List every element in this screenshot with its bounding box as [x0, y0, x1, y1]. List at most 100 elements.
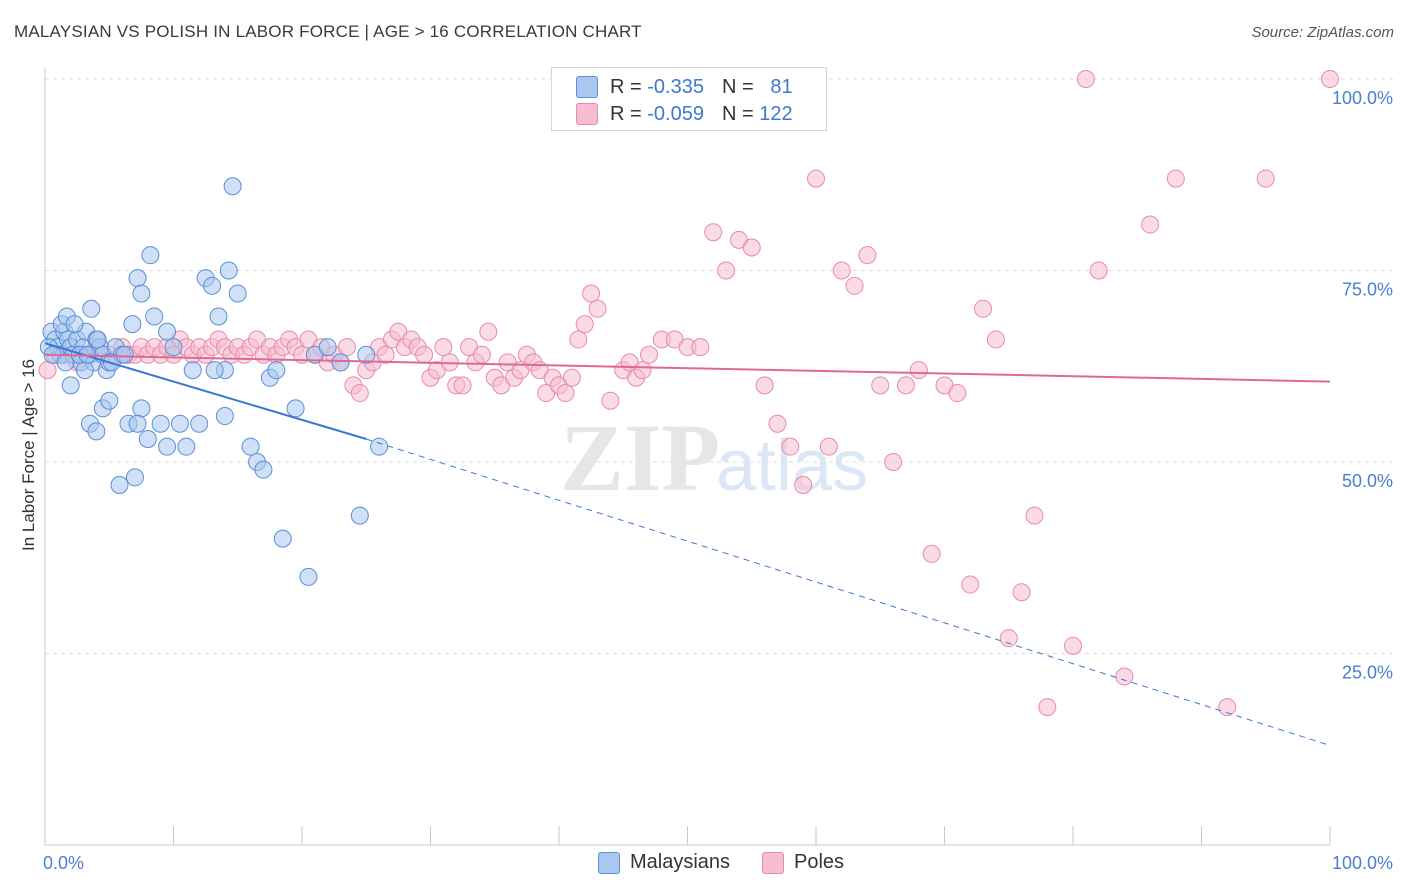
malaysians-point — [183, 361, 202, 380]
poles-point — [601, 391, 620, 410]
poles-point — [948, 384, 967, 403]
x-tick-label-max: 100.0% — [1332, 853, 1393, 873]
poles-point — [1038, 698, 1057, 717]
malaysians-point — [357, 345, 376, 364]
poles-point — [794, 475, 813, 494]
malaysians-point — [299, 567, 318, 586]
axes — [44, 68, 1331, 846]
poles-point — [350, 384, 369, 403]
poles-point — [1321, 70, 1339, 88]
malaysians-point — [223, 177, 242, 196]
poles-point — [575, 315, 594, 334]
malaysians-point — [170, 414, 189, 433]
poles-point — [38, 361, 57, 380]
malaysians-point — [190, 414, 209, 433]
malaysians-point — [132, 284, 151, 303]
poles-point — [999, 629, 1018, 648]
legend-r-value: -0.335 — [647, 75, 704, 98]
poles-point — [922, 544, 941, 563]
poles-point — [974, 299, 993, 318]
grid-lines — [45, 78, 1395, 654]
poles-point — [909, 361, 928, 380]
poles-point — [569, 330, 588, 349]
legend-n-label: N = — [721, 102, 754, 125]
malaysians-point — [88, 330, 107, 349]
poles-point — [1141, 215, 1160, 234]
y-tick-label: 25.0% — [1342, 663, 1393, 683]
malaysians-point — [110, 475, 129, 494]
malaysians-point — [209, 307, 228, 326]
poles-point — [376, 345, 395, 364]
poles-legend-swatch — [762, 851, 784, 874]
poles-point — [1076, 70, 1095, 88]
malaysians-point — [87, 422, 106, 441]
poles-point — [742, 238, 761, 257]
poles-point — [961, 575, 980, 594]
poles-point — [633, 361, 652, 380]
poles-point — [755, 376, 774, 395]
poles-point — [1115, 667, 1134, 686]
y-tick-label: 100.0% — [1332, 88, 1393, 108]
poles-point — [337, 338, 356, 357]
bottom-legend-poles: Poles — [762, 851, 844, 874]
malaysians-point — [318, 338, 337, 357]
malaysians-point — [286, 399, 305, 418]
bottom-legend-malaysians: Malaysians — [598, 851, 730, 874]
poles-legend-label: Poles — [794, 851, 845, 873]
malaysians-trend-line — [44, 342, 367, 440]
malaysians-point — [205, 361, 224, 380]
legend-n-value: 122 — [759, 102, 793, 125]
poles-point — [556, 384, 575, 403]
source-label: Source: ZipAtlas.com — [1251, 24, 1394, 41]
poles-point — [896, 376, 915, 395]
malaysians-point — [123, 315, 142, 334]
poles-swatch — [576, 103, 598, 125]
malaysians-point — [177, 437, 196, 456]
watermark: ZIP atlas — [560, 404, 868, 511]
malaysians-point — [56, 353, 75, 372]
malaysians-point — [61, 376, 80, 395]
trend-lines — [44, 342, 1331, 746]
legend-row-malaysians: R = -0.335 N = 81 — [576, 75, 793, 99]
malaysians-point — [141, 246, 160, 265]
poles-point — [781, 437, 800, 456]
malaysians-point — [128, 414, 147, 433]
legend-r-label: R = — [610, 102, 642, 125]
poles-point — [768, 414, 787, 433]
malaysians-point — [370, 437, 389, 456]
poles-point — [819, 437, 838, 456]
poles-point — [639, 345, 658, 364]
malaysians-point — [241, 437, 260, 456]
watermark-zip: ZIP — [560, 404, 720, 511]
malaysians-legend-swatch — [598, 851, 620, 874]
poles-point — [858, 246, 877, 265]
poles-point — [1089, 261, 1108, 280]
legend-n-value: 81 — [770, 75, 793, 98]
legend-r-value: -0.059 — [647, 102, 704, 125]
malaysians-point — [331, 353, 350, 372]
poles-point — [1025, 506, 1044, 525]
malaysians-point — [254, 460, 273, 479]
malaysians-legend-label: Malaysians — [630, 851, 731, 873]
malaysians-point — [215, 407, 234, 426]
poles-point — [832, 261, 851, 280]
malaysians-point — [82, 299, 101, 318]
correlation-legend: R = -0.335 N = 81 R = -0.059 N = 122 — [551, 67, 827, 131]
poles-point — [453, 376, 472, 395]
malaysians-point — [350, 506, 369, 525]
poles-point — [717, 261, 736, 280]
y-tick-label: 75.0% — [1342, 280, 1393, 300]
poles-point — [479, 322, 498, 341]
malaysians-point — [151, 414, 170, 433]
poles-point — [704, 223, 723, 242]
poles-point — [562, 368, 581, 387]
poles-point — [415, 345, 434, 364]
legend-r-label: R = — [610, 75, 642, 98]
malaysians-point — [219, 261, 238, 280]
poles-point — [1218, 698, 1237, 717]
legend-row-poles: R = -0.059 N = 122 — [576, 102, 793, 126]
poles-points — [38, 70, 1339, 717]
malaysians-point — [158, 437, 177, 456]
poles-point — [472, 345, 491, 364]
